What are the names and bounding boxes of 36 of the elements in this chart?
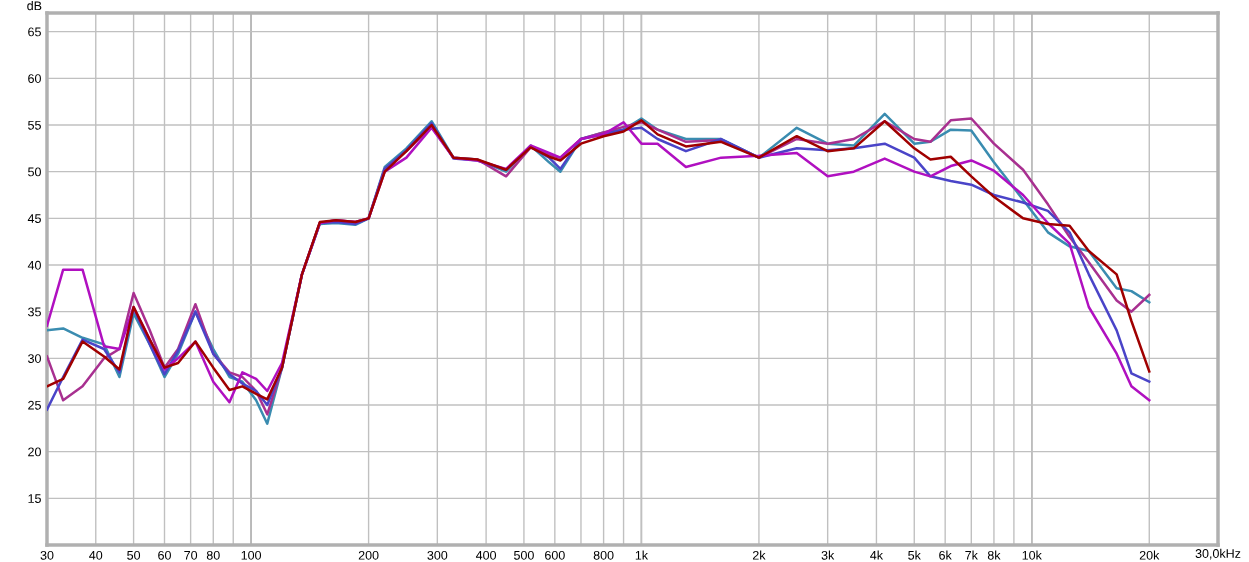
x-axis-title: 30,0kHz: [1195, 548, 1241, 560]
x-tick-label: 4k: [870, 550, 884, 560]
y-tick-label: 20: [28, 447, 41, 457]
x-tick-label: 40: [89, 550, 103, 560]
x-tick-label: 500: [514, 550, 534, 560]
x-tick-label: 6k: [939, 550, 952, 560]
x-tick-label: 3k: [821, 550, 835, 560]
y-tick-label: 35: [28, 307, 41, 317]
x-tick-label: 8k: [987, 550, 1001, 560]
y-axis-title: dB: [27, 1, 42, 11]
x-tick-label: 5k: [908, 550, 921, 560]
x-tick-label: 50: [127, 550, 141, 560]
x-tick-label: 1k: [635, 550, 649, 560]
y-tick-label: 30: [28, 354, 41, 363]
x-tick-label: 800: [593, 550, 614, 560]
y-tick-label: 40: [27, 260, 41, 270]
y-tick-label: 60: [28, 74, 41, 83]
x-tick-label: 400: [475, 550, 497, 560]
y-tick-label: 55: [28, 120, 41, 130]
x-tick-label: 10k: [1022, 550, 1042, 560]
y-tick-label: 50: [28, 167, 41, 177]
x-tick-label: 600: [545, 550, 565, 560]
x-tick-label: 200: [358, 550, 379, 560]
x-tick-label: 60: [158, 550, 171, 560]
x-tick-label: 2k: [752, 550, 766, 560]
x-tick-label: 20k: [1139, 550, 1160, 560]
x-tick-label: 100: [241, 550, 262, 560]
x-tick-label: 300: [427, 550, 448, 560]
x-tick-label: 7k: [965, 550, 978, 560]
y-tick-label: 45: [27, 214, 41, 223]
y-tick-label: 25: [28, 400, 41, 410]
x-tick-label: 70: [184, 550, 198, 560]
x-tick-label: 80: [206, 550, 220, 560]
x-tick-label: 30: [40, 550, 54, 560]
y-tick-label: 15: [28, 494, 41, 503]
y-tick-label: 65: [28, 27, 41, 37]
